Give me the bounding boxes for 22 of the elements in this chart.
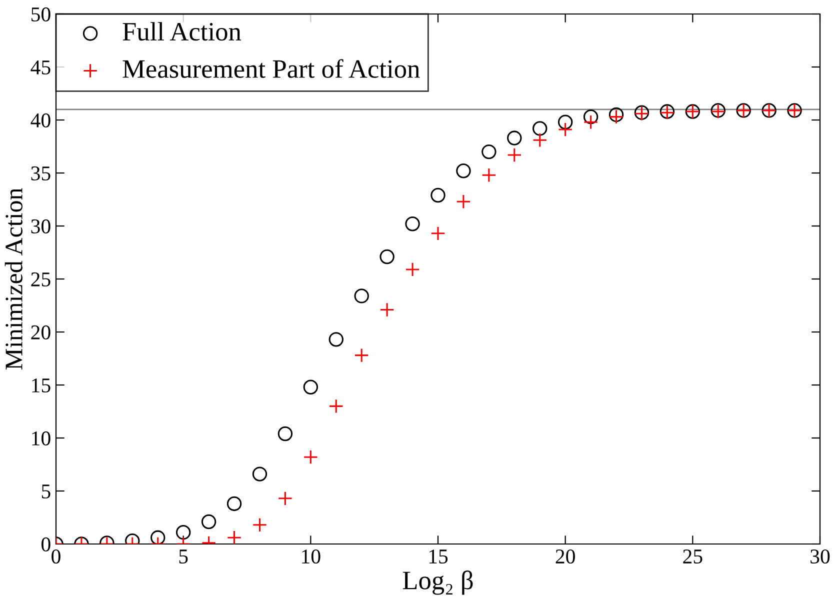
y-tick-label: 20 xyxy=(31,325,50,340)
y-tick-label: 40 xyxy=(30,113,50,128)
y-tick-label: 25 xyxy=(31,272,50,286)
y-tick-label: 45 xyxy=(30,60,50,74)
y-tick-label: 35 xyxy=(31,166,50,180)
x-tick-label: 15 xyxy=(429,550,448,564)
y-tick-label: 0 xyxy=(42,537,50,552)
x-tick-label: 10 xyxy=(302,549,320,564)
x-axis-title: Log₂ β xyxy=(402,570,473,595)
x-tick-label: 25 xyxy=(683,550,702,564)
y-tick-label: 10 xyxy=(32,431,50,446)
y-tick-label: 30 xyxy=(31,219,50,234)
y-tick-label: 5 xyxy=(42,484,50,498)
x-tick-label: 20 xyxy=(556,549,575,564)
legend-label: Measurement Part of Action xyxy=(122,59,420,78)
y-tick-label: 50 xyxy=(32,7,50,22)
x-tick-label: 5 xyxy=(179,550,188,564)
y-axis-title: Minimized Action xyxy=(4,188,22,370)
x-tick-label: 30 xyxy=(810,549,830,564)
legend-label: Full Action xyxy=(122,22,242,41)
x-tick-label: 0 xyxy=(52,549,60,564)
y-tick-label: 15 xyxy=(32,378,50,392)
